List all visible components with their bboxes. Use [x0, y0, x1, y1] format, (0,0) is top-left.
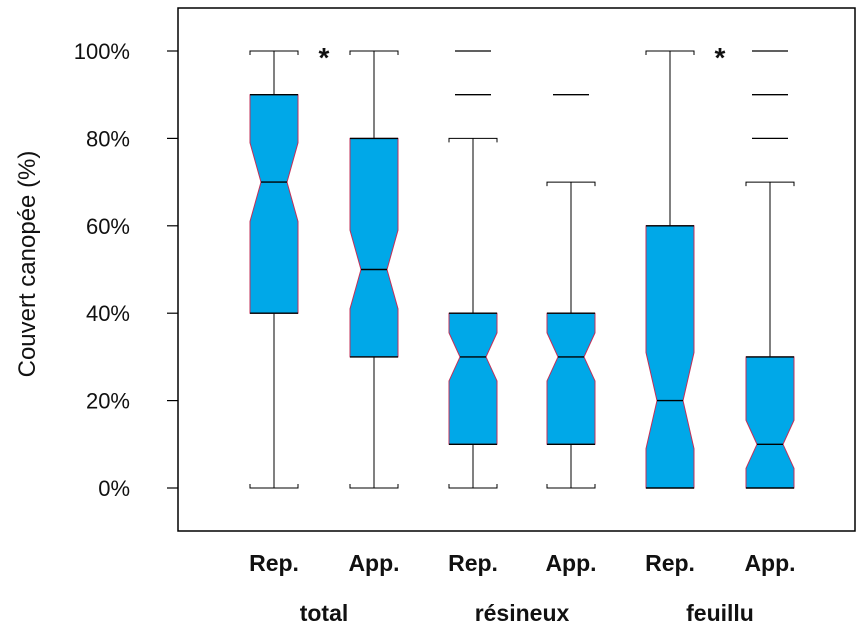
upper-cap [645, 50, 695, 55]
y-tick-label: 60% [86, 214, 130, 239]
box-2 [349, 50, 399, 489]
y-axis-label: Couvert canopée (%) [14, 151, 41, 378]
notched-box [349, 137, 399, 358]
significance-star: * [715, 42, 726, 73]
group-label: résineux [475, 600, 570, 626]
group-labels: total résineux feuillu [300, 600, 754, 626]
upper-cap [448, 137, 498, 143]
lower-cap [448, 484, 498, 489]
category-label: App. [348, 550, 399, 576]
group-label: total [300, 600, 349, 626]
significance-star: * [319, 42, 330, 73]
notched-box [645, 225, 695, 489]
box-5 [645, 50, 695, 489]
plot-frame [177, 7, 856, 532]
y-tick-label: 100% [74, 39, 130, 64]
significance-markers: * * [319, 42, 726, 73]
y-tick-label: 0% [98, 476, 130, 501]
lower-cap [546, 484, 596, 489]
y-tick-label: 20% [86, 389, 130, 414]
box-1 [249, 50, 299, 489]
notched-box [745, 356, 795, 489]
upper-cap [349, 50, 399, 55]
boxes-layer [249, 50, 795, 489]
box-6 [745, 50, 795, 489]
y-axis-ticks: 0% 20% 40% 60% 80% 100% [74, 39, 178, 501]
category-label: Rep. [448, 550, 498, 576]
upper-cap [546, 181, 596, 187]
upper-cap [249, 50, 299, 55]
box-3 [448, 50, 498, 489]
category-label: App. [744, 550, 795, 576]
notched-box [249, 94, 299, 314]
y-tick-label: 80% [86, 126, 130, 151]
category-label: Rep. [645, 550, 695, 576]
category-label: App. [545, 550, 596, 576]
group-label: feuillu [686, 600, 754, 626]
notched-box [546, 312, 596, 445]
y-tick-label: 40% [86, 301, 130, 326]
category-label: Rep. [249, 550, 299, 576]
box-4 [546, 94, 596, 489]
lower-cap [349, 484, 399, 489]
lower-cap [249, 484, 299, 489]
notched-box [448, 312, 498, 445]
upper-cap [745, 181, 795, 187]
category-labels: Rep. App. Rep. App. Rep. App. [249, 550, 795, 576]
